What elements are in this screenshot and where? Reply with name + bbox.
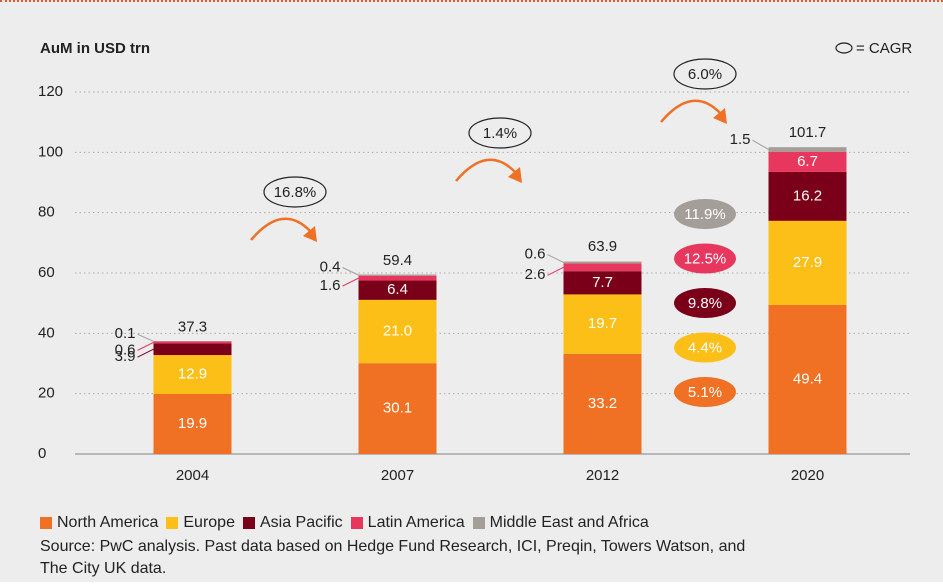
legend-item: Europe: [166, 514, 235, 532]
legend-label: Europe: [183, 514, 235, 532]
total-label: 63.9: [588, 238, 617, 255]
x-tick-label: 2007: [381, 467, 414, 484]
cagr-arrow: [661, 101, 721, 122]
leader-line: [138, 334, 154, 341]
cagr-arrow: [251, 219, 311, 240]
series-cagr: 11.9%: [684, 206, 725, 223]
legend-note-icon: [836, 43, 852, 53]
value-label: 6.4: [387, 281, 408, 298]
value-label: 21.0: [383, 322, 412, 339]
y-tick-label: 0: [38, 445, 46, 462]
leader-line: [138, 342, 154, 350]
value-label: 0.6: [525, 246, 546, 263]
bar-segment: [564, 263, 642, 271]
legend-note: = CAGR: [856, 40, 912, 57]
y-tick-label: 60: [38, 264, 55, 281]
legend-label: North America: [57, 514, 158, 532]
x-tick-label: 2004: [176, 467, 209, 484]
legend-swatch: [243, 517, 255, 529]
legend-swatch: [351, 517, 363, 529]
x-tick-label: 2020: [791, 467, 824, 484]
cagr-arrowhead: [713, 108, 727, 124]
value-label: 33.2: [588, 395, 617, 412]
leader-line: [343, 268, 359, 276]
leader-line: [343, 278, 359, 286]
legend-label: Middle East and Africa: [490, 514, 649, 532]
leader-line: [138, 349, 154, 357]
bar-segment: [769, 147, 847, 152]
y-tick-label: 120: [38, 83, 63, 100]
value-label: 0.6: [115, 341, 136, 358]
series-cagr: 9.8%: [688, 295, 722, 312]
legend-swatch: [473, 517, 485, 529]
source-line: The City UK data.: [40, 558, 745, 580]
leader-line: [548, 255, 564, 263]
y-tick-label: 80: [38, 204, 55, 221]
value-label: 19.7: [588, 315, 617, 332]
value-label: 0.4: [320, 258, 341, 275]
bar-segment: [154, 341, 232, 343]
period-cagr: 6.0%: [688, 66, 722, 83]
value-label: 30.1: [383, 400, 412, 417]
series-cagr: 5.1%: [688, 384, 722, 401]
value-label: 27.9: [793, 254, 822, 271]
leader-line: [753, 140, 769, 149]
bar-segment: [359, 275, 437, 276]
bar-segment: [564, 262, 642, 264]
value-label: 1.6: [320, 277, 341, 294]
legend-label: Asia Pacific: [260, 514, 343, 532]
legend: North America Europe Asia Pacific Latin Ame…: [40, 514, 649, 532]
y-axis-label: AuM in USD trn: [40, 40, 150, 57]
total-label: 59.4: [383, 252, 412, 269]
legend-swatch: [40, 517, 52, 529]
value-label: 0.1: [115, 325, 136, 342]
y-tick-label: 40: [38, 324, 55, 341]
series-cagr: 4.4%: [688, 339, 722, 356]
bar-segment: [359, 276, 437, 281]
period-cagr: 1.4%: [483, 125, 517, 142]
legend-item: Middle East and Africa: [473, 514, 649, 532]
series-cagr: 12.5%: [684, 250, 727, 267]
value-label: 49.4: [793, 370, 822, 387]
y-tick-label: 100: [38, 143, 63, 160]
cagr-arrowhead: [303, 226, 317, 242]
bar-segment: [154, 343, 232, 355]
legend-item: North America: [40, 514, 158, 532]
source: Source: PwC analysis. Past data based on…: [40, 536, 745, 580]
value-label: 6.7: [797, 153, 818, 170]
legend-label: Latin America: [368, 514, 465, 532]
period-cagr: 16.8%: [274, 184, 317, 201]
legend-item: Latin America: [351, 514, 465, 532]
total-label: 37.3: [178, 318, 207, 335]
value-label: 12.9: [178, 365, 207, 382]
value-label: 2.6: [525, 266, 546, 283]
value-label: 1.5: [730, 131, 751, 148]
total-label: 101.7: [789, 124, 827, 141]
y-tick-label: 20: [38, 385, 55, 402]
value-label: 16.2: [793, 187, 822, 204]
x-tick-label: 2012: [586, 467, 619, 484]
cagr-arrow: [456, 160, 516, 181]
value-label: 19.9: [178, 415, 207, 432]
legend-swatch: [166, 517, 178, 529]
value-label: 7.7: [592, 274, 613, 291]
source-line: Source: PwC analysis. Past data based on…: [40, 536, 745, 558]
leader-line: [548, 267, 564, 275]
legend-item: Asia Pacific: [243, 514, 343, 532]
cagr-arrowhead: [508, 167, 522, 183]
